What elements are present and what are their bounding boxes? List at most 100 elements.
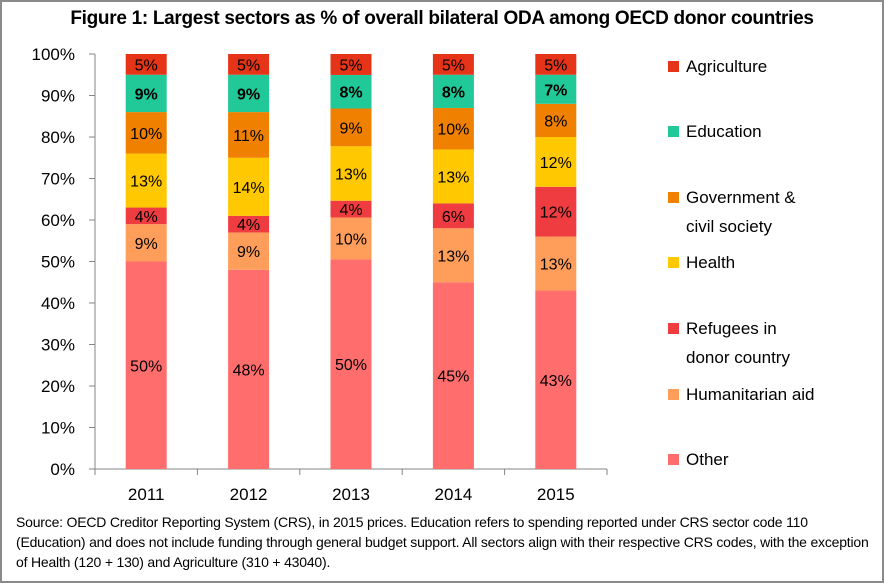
data-label: 5%	[135, 57, 158, 74]
bar-segment	[432, 107, 474, 150]
legend-label: Humanitarian aid	[686, 385, 815, 404]
data-label: 50%	[130, 358, 162, 375]
bar-segment	[535, 103, 577, 137]
y-tick-label: 100%	[32, 45, 75, 64]
legend-label: donor country	[686, 348, 790, 367]
bar-segment	[330, 74, 372, 109]
bar-segment	[535, 137, 577, 187]
legend-swatch	[668, 257, 679, 268]
bar-segment	[330, 200, 372, 218]
data-label: 5%	[237, 57, 260, 74]
data-label: 11%	[233, 128, 264, 145]
x-tick-label: 2013	[332, 485, 370, 504]
data-label: 9%	[135, 236, 158, 253]
data-label: 12%	[540, 155, 572, 172]
data-label: 50%	[335, 357, 367, 374]
bar-segment	[228, 269, 270, 469]
data-label: 9%	[237, 244, 260, 261]
bar-segment	[432, 54, 474, 75]
data-label: 9%	[237, 86, 260, 103]
data-label: 12%	[540, 205, 572, 222]
y-tick-label: 90%	[41, 87, 75, 106]
bar-segment	[125, 54, 167, 75]
legend-swatch	[668, 389, 679, 400]
data-label: 48%	[233, 362, 265, 379]
data-label: 5%	[544, 57, 567, 74]
bar-segment	[125, 224, 167, 262]
data-label: 4%	[237, 217, 260, 234]
data-label: 10%	[437, 122, 469, 139]
legend-label: Health	[686, 253, 736, 272]
y-tick-label: 50%	[41, 253, 75, 272]
bar-segment	[330, 217, 372, 260]
bar-segment	[535, 54, 577, 75]
x-tick-label: 2015	[537, 485, 575, 504]
bar-segment	[228, 157, 270, 216]
bar-segment	[330, 54, 372, 75]
bar-segment	[228, 74, 270, 113]
bar-segment	[125, 207, 167, 225]
chart-title: Figure 1: Largest sectors as % of overal…	[70, 8, 814, 29]
data-label: 13%	[335, 166, 367, 183]
legend-swatch	[668, 192, 679, 203]
bar-segment	[228, 54, 270, 75]
data-label: 8%	[544, 113, 567, 130]
bar-segment	[125, 74, 167, 113]
data-label: 7%	[544, 82, 567, 99]
y-tick-label: 40%	[41, 294, 75, 313]
data-label: 10%	[130, 126, 162, 143]
data-label: 5%	[339, 57, 362, 74]
source-note: Source: OECD Creditor Reporting System (…	[16, 514, 869, 570]
legend-swatch	[668, 454, 679, 465]
x-tick-label: 2011	[128, 485, 165, 504]
bar-segment	[432, 282, 474, 469]
legend-label: Agriculture	[686, 57, 768, 76]
y-tick-label: 10%	[41, 419, 75, 438]
data-label: 6%	[442, 209, 465, 226]
legend-label: Education	[686, 122, 762, 141]
legend-label: civil society	[686, 217, 772, 236]
data-label: 8%	[339, 85, 362, 102]
data-label: 45%	[437, 369, 469, 386]
x-tick-label: 2012	[230, 485, 268, 504]
bar-segment	[228, 112, 270, 158]
y-tick-label: 60%	[41, 211, 75, 230]
data-label: 10%	[335, 231, 367, 248]
data-label: 43%	[540, 373, 572, 390]
legend-swatch	[668, 323, 679, 334]
bar-segment	[228, 215, 270, 233]
bar-segment	[432, 149, 474, 204]
y-tick-label: 80%	[41, 128, 75, 147]
y-tick-label: 70%	[41, 170, 75, 189]
data-label: 14%	[233, 180, 265, 197]
legend-label: Other	[686, 450, 729, 469]
data-label: 4%	[135, 209, 158, 226]
bar-segment	[535, 74, 577, 104]
y-tick-label: 30%	[41, 336, 75, 355]
y-tick-label: 0%	[50, 460, 75, 479]
data-label: 5%	[442, 57, 465, 74]
data-label: 13%	[130, 174, 162, 191]
bar-segment	[125, 112, 167, 154]
bar-segment	[330, 108, 372, 147]
bar-segment	[432, 203, 474, 229]
legend-swatch	[668, 61, 679, 72]
legend-swatch	[668, 126, 679, 137]
data-label: 8%	[442, 84, 465, 101]
data-label: 4%	[339, 202, 362, 219]
bar-segment	[432, 74, 474, 108]
bar-segment	[228, 232, 270, 270]
data-label: 13%	[437, 248, 469, 265]
bar-segment	[432, 228, 474, 283]
bar-segment	[535, 290, 577, 469]
data-label: 9%	[339, 120, 362, 137]
data-label: 13%	[540, 257, 572, 274]
bar-segment	[330, 259, 372, 469]
bar-segment	[125, 153, 167, 208]
data-label: 13%	[437, 169, 469, 186]
legend-label: Government &	[686, 188, 796, 207]
bar-segment	[125, 261, 167, 469]
x-tick-label: 2014	[434, 485, 472, 504]
bar-segment	[535, 186, 577, 237]
